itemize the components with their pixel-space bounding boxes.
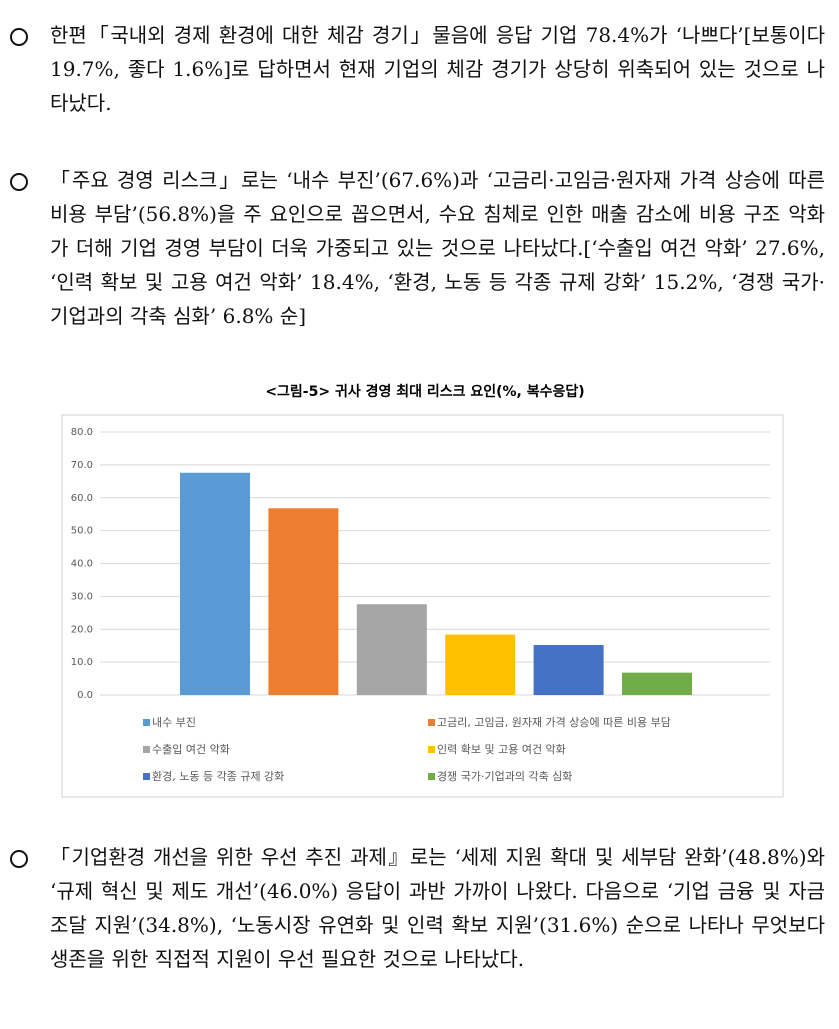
legend-label: 인력 확보 및 고용 여건 악화 xyxy=(437,743,566,756)
bar xyxy=(622,672,692,695)
legend-swatch xyxy=(143,719,150,726)
y-tick-label: 60.0 xyxy=(71,493,93,504)
bar xyxy=(356,604,427,695)
legend-swatch xyxy=(143,746,150,753)
legend-label: 수출입 여건 악화 xyxy=(152,743,230,756)
y-tick-label: 70.0 xyxy=(71,460,93,471)
legend-label: 환경, 노동 등 각종 규제 강화 xyxy=(152,770,284,783)
bar xyxy=(445,634,516,695)
legend-label: 고금리, 고임금, 원자재 가격 상승에 따른 비용 부담 xyxy=(437,716,671,729)
bar xyxy=(180,472,250,695)
legend-swatch xyxy=(143,773,150,780)
y-tick-label: 50.0 xyxy=(71,526,93,537)
bullet xyxy=(10,173,28,191)
bullet xyxy=(10,850,28,868)
bullet xyxy=(10,28,28,46)
legend-label: 내수 부진 xyxy=(152,716,196,729)
y-tick-label: 10.0 xyxy=(71,657,93,668)
legend-label: 경쟁 국가·기업과의 각축 심화 xyxy=(437,770,572,783)
chart-title: <그림-5> 귀사 경영 최대 리스크 요인(%, 복수응답) xyxy=(265,383,584,400)
legend-swatch xyxy=(428,746,435,753)
paragraph: 「기업환경 개선을 위한 우선 추진 과제』로는 ‘세제 지원 확대 및 세부담… xyxy=(50,845,825,971)
legend-swatch xyxy=(428,719,435,726)
y-tick-label: 30.0 xyxy=(71,591,93,602)
paragraph: 한편「국내외 경제 환경에 대한 체감 경기」물음에 응답 기업 78.4%가 … xyxy=(50,23,825,115)
y-tick-label: 0.0 xyxy=(77,690,93,701)
y-tick-label: 40.0 xyxy=(71,559,93,570)
paragraph: 「주요 경영 리스크」로는 ‘내수 부진’(67.6%)과 ‘고금리·고임금·원… xyxy=(50,168,825,328)
y-tick-label: 20.0 xyxy=(71,624,93,635)
y-tick-label: 80.0 xyxy=(71,427,93,438)
legend-swatch xyxy=(428,773,435,780)
bar xyxy=(533,645,604,695)
chart: <그림-5> 귀사 경영 최대 리스크 요인(%, 복수응답) 0.0 10.0 2… xyxy=(61,383,784,798)
bar xyxy=(268,508,339,695)
